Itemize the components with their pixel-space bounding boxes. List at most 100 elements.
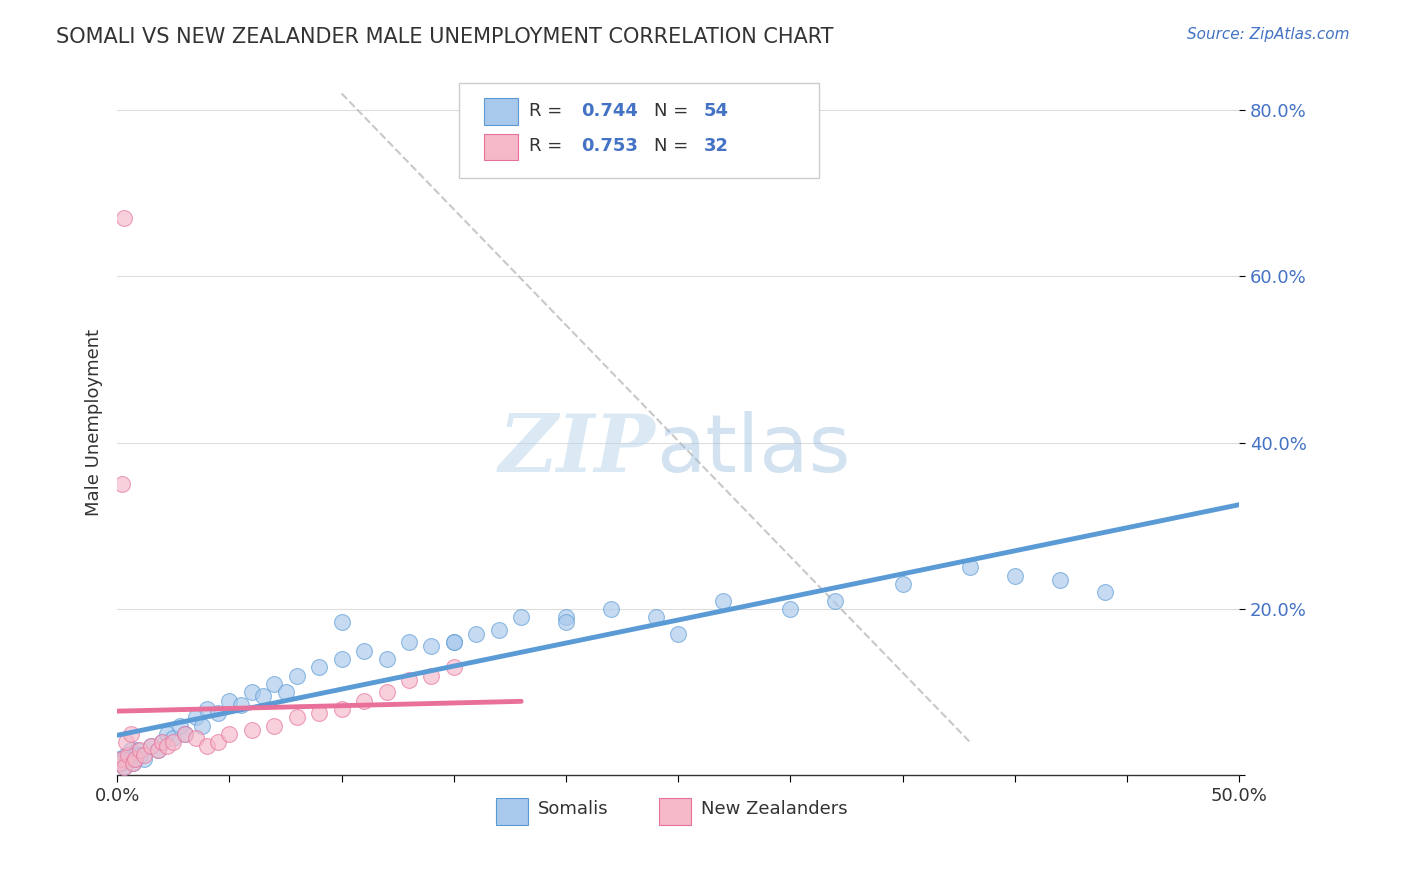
Point [600,602,623,616]
Point [1094,585,1116,599]
Point [420,640,443,654]
Point [195,739,218,754]
Point [555,610,578,624]
Point [711,593,734,607]
Point [240,723,263,737]
Point [285,710,308,724]
Point [122,756,145,770]
Point [191,718,214,732]
Text: 54: 54 [704,102,730,120]
Point [117,747,139,762]
Point [666,627,689,641]
Point [108,756,131,770]
Point [150,735,173,749]
Bar [484,98,517,125]
Text: SOMALI VS NEW ZEALANDER MALE UNEMPLOYMENT CORRELATION CHART: SOMALI VS NEW ZEALANDER MALE UNEMPLOYMEN… [56,27,834,46]
Point [111,752,134,766]
Text: 32: 32 [704,137,730,155]
Point [155,727,177,741]
Point [824,593,846,607]
Point [155,739,177,754]
Point [252,690,274,704]
Point [398,635,420,649]
Point [108,752,131,766]
Point [184,731,207,745]
FancyBboxPatch shape [460,83,818,178]
Point [308,706,330,720]
Point [218,693,240,707]
Point [128,747,150,762]
Point [112,760,135,774]
Text: N =: N = [654,102,693,120]
Bar [484,134,517,161]
Point [124,752,146,766]
Point [207,735,229,749]
Point [330,702,353,716]
Point [112,760,135,774]
Text: Somalis: Somalis [538,800,609,818]
Point [115,747,138,762]
Point [146,743,169,757]
Point [229,698,252,712]
Point [134,752,156,766]
Point [353,643,375,657]
Point [465,627,488,641]
Point [120,727,142,741]
Point [184,710,207,724]
Point [353,693,375,707]
Point [162,735,184,749]
Text: 0.744: 0.744 [581,102,637,120]
Point [173,727,195,741]
Point [959,560,981,574]
Point [891,577,914,591]
Bar [659,798,690,825]
Point [443,635,465,649]
Point [112,211,135,226]
Point [240,685,263,699]
Point [779,602,801,616]
Point [117,752,139,766]
Text: atlas: atlas [655,411,851,489]
Point [139,739,162,754]
Text: 0.753: 0.753 [581,137,637,155]
Point [443,635,465,649]
Text: R =: R = [529,137,568,155]
Text: ZIP: ZIP [499,411,655,489]
Point [443,660,465,674]
Point [146,743,169,757]
Point [488,623,510,637]
Text: N =: N = [654,137,693,155]
Point [263,718,285,732]
Point [1004,569,1026,583]
Point [285,668,308,682]
Y-axis label: Male Unemployment: Male Unemployment [86,328,103,516]
Point [1049,573,1071,587]
Bar [496,798,527,825]
Text: Source: ZipAtlas.com: Source: ZipAtlas.com [1187,27,1350,42]
Point [127,743,149,757]
Point [195,702,218,716]
Point [111,756,134,770]
Point [218,727,240,741]
Point [173,727,195,741]
Text: New Zealanders: New Zealanders [700,800,848,818]
Point [111,477,134,491]
Point [207,706,229,720]
Point [124,752,146,766]
Point [120,743,142,757]
Point [169,718,191,732]
Point [122,756,145,770]
Point [644,610,666,624]
Point [375,652,398,666]
Point [263,677,285,691]
Point [308,660,330,674]
Point [398,673,420,687]
Point [139,739,162,754]
Point [330,652,353,666]
Point [134,747,156,762]
Point [375,685,398,699]
Point [150,735,173,749]
Point [510,610,533,624]
Point [420,668,443,682]
Point [274,685,297,699]
